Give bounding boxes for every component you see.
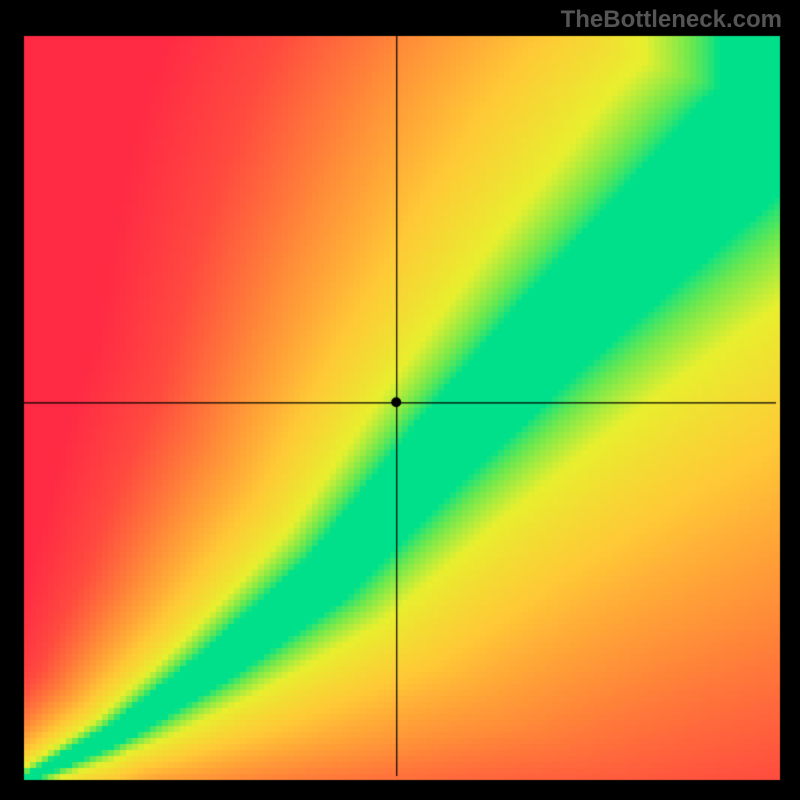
heatmap-canvas <box>0 0 800 800</box>
watermark-text: TheBottleneck.com <box>561 6 782 34</box>
chart-container: TheBottleneck.com <box>0 0 800 800</box>
